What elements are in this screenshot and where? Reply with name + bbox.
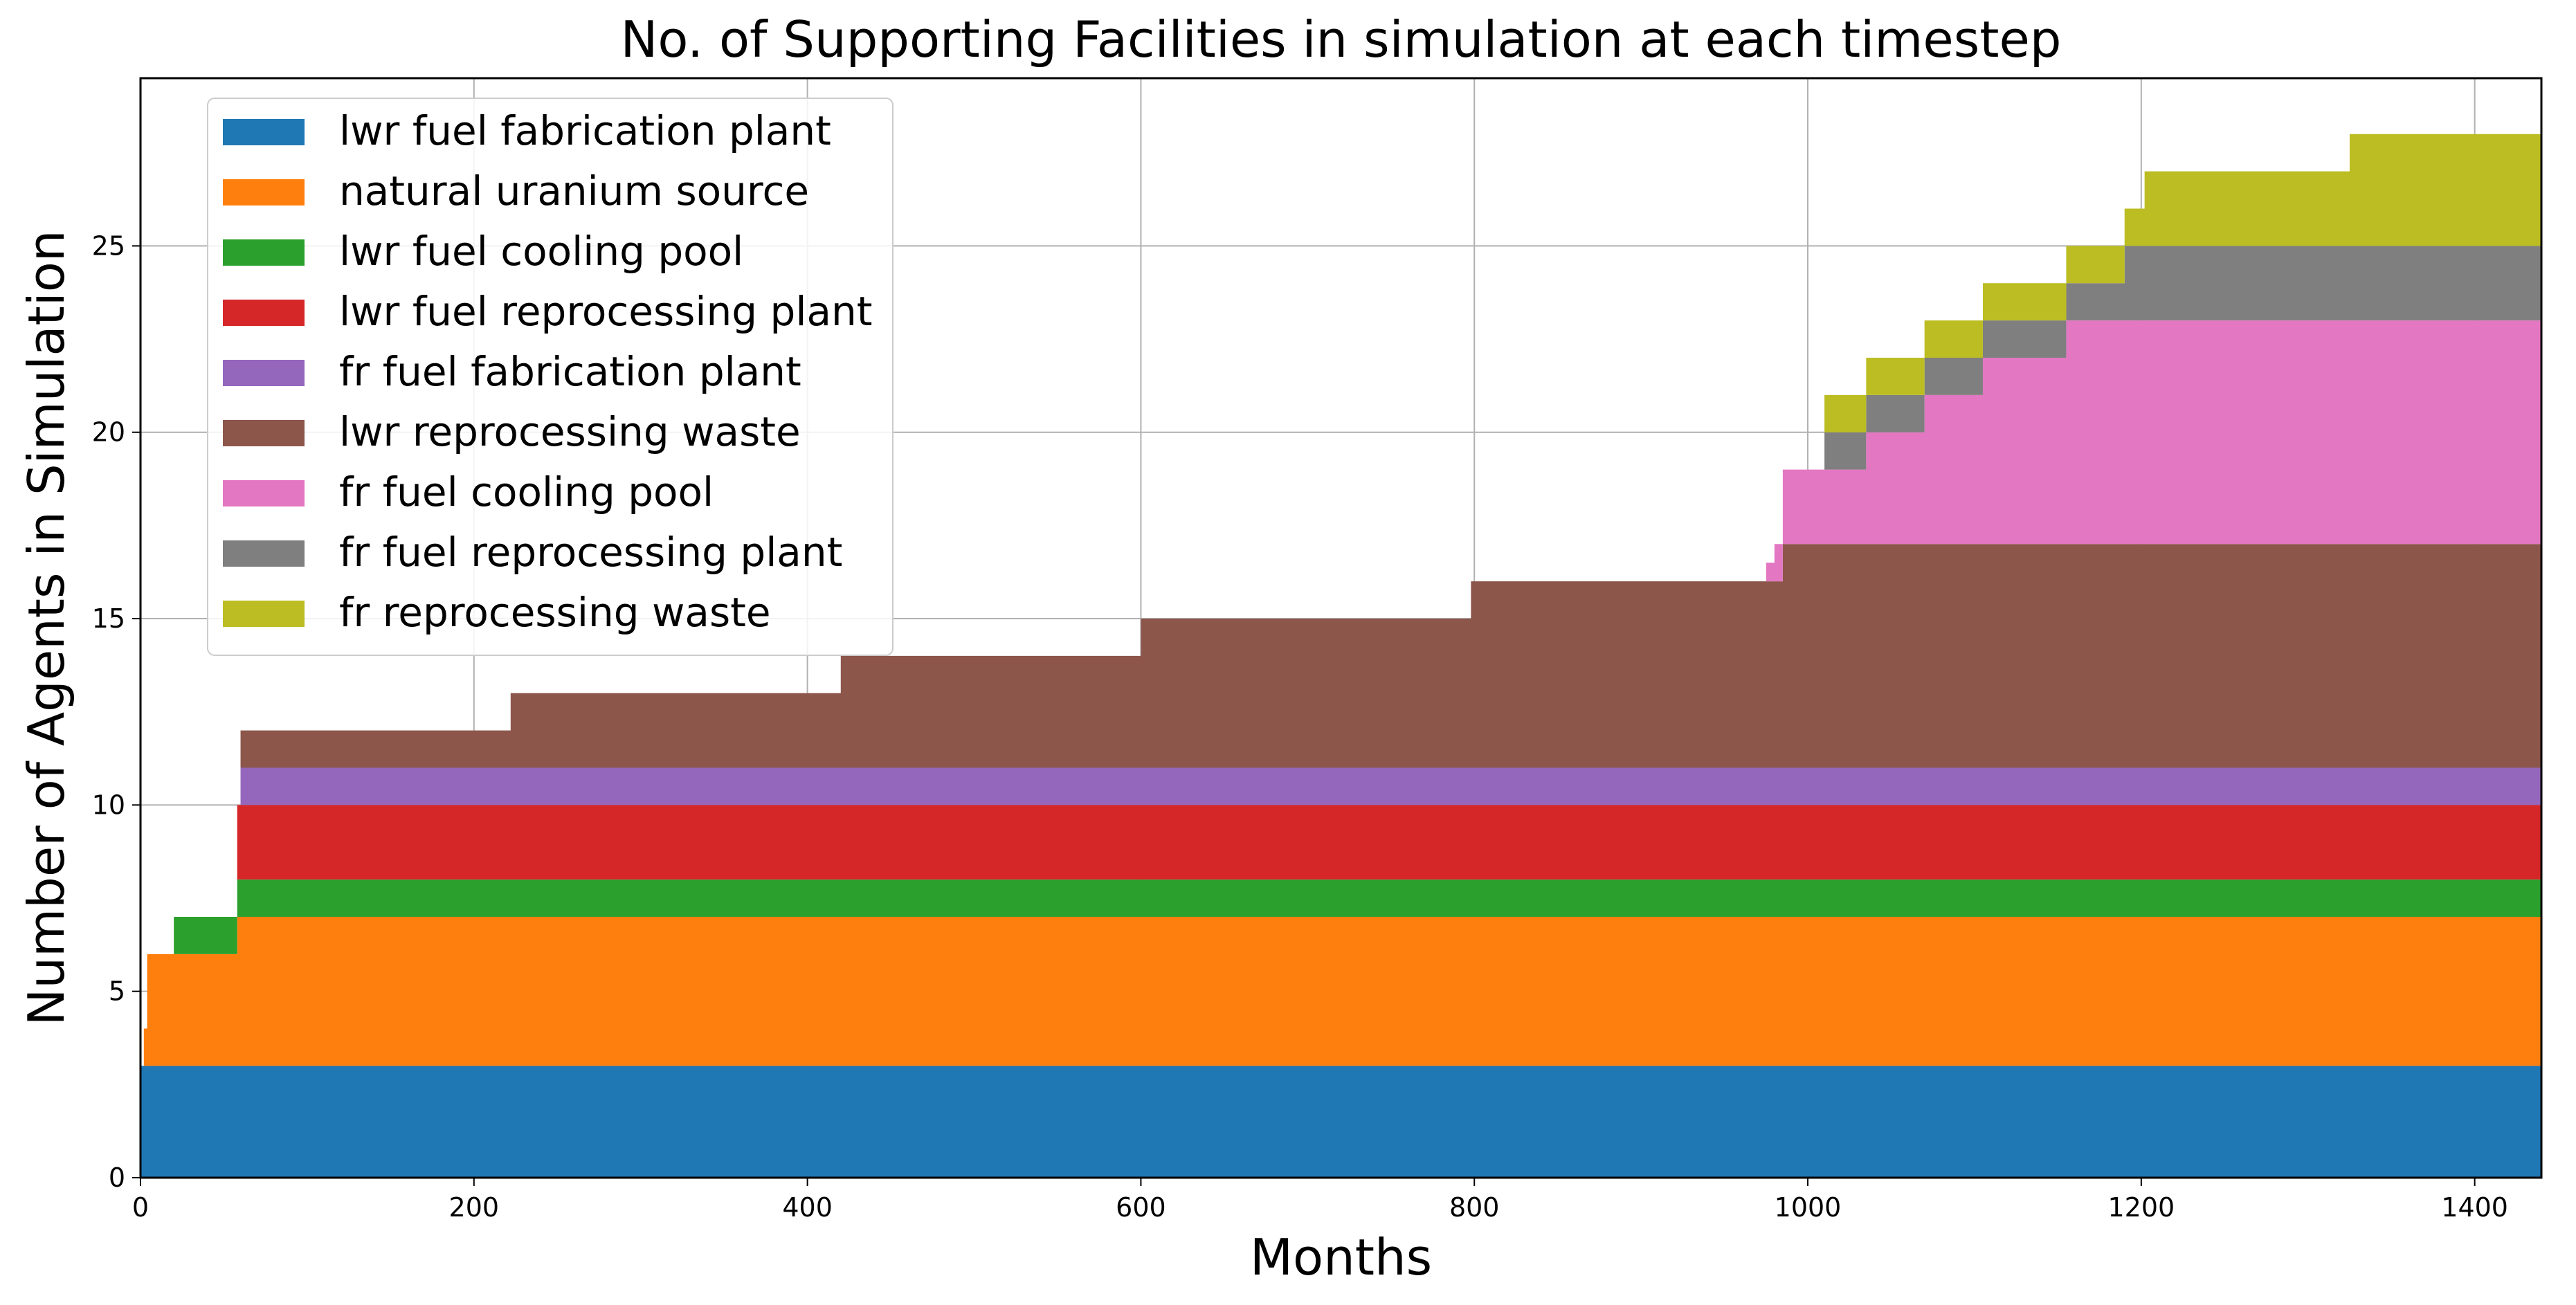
- y-axis-label: Number of Agents in Simulation: [17, 230, 75, 1026]
- area-natural-uranium-source: [140, 916, 2541, 1066]
- plot-areas: [140, 134, 2541, 1178]
- area-fr-reprocessing-waste: [140, 134, 2541, 1066]
- y-tick-label: 25: [92, 230, 125, 261]
- legend-label: lwr fuel reprocessing plant: [339, 288, 872, 335]
- plot-frame: [139, 77, 2543, 1179]
- legend-swatch: [223, 540, 305, 567]
- legend-swatch: [223, 360, 305, 386]
- legend-label: fr fuel reprocessing plant: [339, 529, 842, 576]
- y-tick-label: 5: [109, 976, 125, 1007]
- legend-label: natural uranium source: [339, 167, 809, 215]
- legend-label: fr fuel cooling pool: [339, 468, 714, 515]
- x-tick-label: 1200: [2107, 1192, 2175, 1223]
- chart-title: No. of Supporting Facilities in simulati…: [621, 10, 2062, 69]
- legend-label: fr fuel fabrication plant: [339, 348, 801, 395]
- y-tick-label: 15: [92, 603, 125, 634]
- area-fr-fuel-cooling-pool: [140, 320, 2541, 1066]
- y-tick-label: 0: [109, 1162, 125, 1193]
- y-tick-label: 10: [92, 790, 125, 820]
- area-lwr-fuel-fabrication-plant: [140, 1066, 2541, 1178]
- legend-swatch: [223, 239, 305, 266]
- legend-box: [207, 98, 894, 656]
- legend-label: lwr fuel cooling pool: [339, 228, 743, 275]
- x-tick-label: 400: [782, 1192, 833, 1223]
- x-tick-label: 1000: [1775, 1192, 1842, 1223]
- area-lwr-fuel-cooling-pool: [140, 879, 2541, 1066]
- area-fr-fuel-fabrication-plant: [140, 767, 2541, 1066]
- x-tick-label: 800: [1449, 1192, 1500, 1223]
- x-axis-label: Months: [1250, 1228, 1432, 1286]
- x-tick-label: 600: [1116, 1192, 1166, 1223]
- y-tick-label: 20: [92, 417, 125, 448]
- legend-label: fr reprocessing waste: [339, 589, 771, 636]
- legend-swatch: [223, 480, 305, 507]
- legend: lwr fuel fabrication plant natural uraniu…: [207, 98, 894, 656]
- legend-swatch: [223, 300, 305, 326]
- legend-label: lwr reprocessing waste: [339, 408, 801, 455]
- x-tick-label: 1400: [2441, 1192, 2508, 1223]
- area-lwr-fuel-reprocessing-plant: [140, 805, 2541, 1066]
- legend-swatch: [223, 601, 305, 627]
- area-lwr-reprocessing-waste: [140, 544, 2541, 1066]
- legend-swatch: [223, 119, 305, 145]
- legend-label: lwr fuel fabrication plant: [339, 107, 831, 154]
- legend-swatch: [223, 179, 305, 206]
- axis-ticks: 0 200 400 600 800 1000 1200 1400 0 5 10 15 20 25: [92, 230, 2508, 1223]
- legend-swatch: [223, 420, 305, 446]
- x-tick-label: 200: [449, 1192, 500, 1223]
- x-tick-label: 0: [132, 1192, 149, 1223]
